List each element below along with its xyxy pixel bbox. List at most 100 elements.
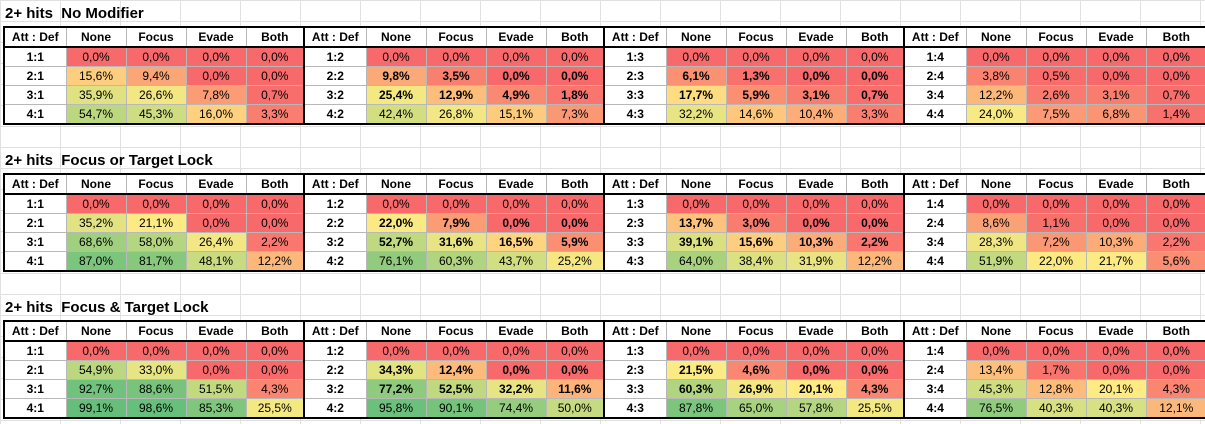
column-header-both: Both xyxy=(545,173,605,195)
probability-cell: 0,0% xyxy=(245,360,305,380)
att-def-ratio: 2:4 xyxy=(903,213,967,233)
probability-cell: 7,9% xyxy=(425,213,487,233)
probability-cell: 0,0% xyxy=(185,213,247,233)
column-header-both: Both xyxy=(245,26,305,48)
probability-cell: 1,1% xyxy=(1025,213,1087,233)
probability-cell: 0,0% xyxy=(365,340,427,361)
column-header-focus: Focus xyxy=(1025,26,1087,48)
att-def-ratio: 3:1 xyxy=(3,85,67,105)
probability-cell: 77,2% xyxy=(365,379,427,399)
probability-cell: 10,3% xyxy=(785,232,847,252)
att-def-ratio: 1:4 xyxy=(903,193,967,214)
att-def-header: Att : Def xyxy=(603,320,667,342)
probability-cell: 0,0% xyxy=(1145,66,1205,86)
probability-cell: 0,0% xyxy=(545,340,605,361)
probability-cell: 0,0% xyxy=(485,66,547,86)
att-def-header: Att : Def xyxy=(303,320,367,342)
att-def-ratio: 3:4 xyxy=(903,232,967,252)
att-def-header: Att : Def xyxy=(303,173,367,195)
att-def-ratio: 4:4 xyxy=(903,251,967,272)
probability-cell: 16,0% xyxy=(185,104,247,125)
probability-cell: 43,7% xyxy=(485,251,547,272)
att-def-ratio: 4:3 xyxy=(603,104,667,125)
probability-cell: 4,6% xyxy=(725,360,787,380)
column-header-none: None xyxy=(65,320,127,342)
table-row: 3:1 92,7% 88,6% 51,5% 4,3% 3:2 77,2% 52,5% 32,2%… xyxy=(3,379,1205,399)
probability-cell: 12,9% xyxy=(425,85,487,105)
att-def-ratio: 2:3 xyxy=(603,66,667,86)
column-header-focus: Focus xyxy=(1025,173,1087,195)
column-header-none: None xyxy=(365,26,427,48)
probability-cell: 52,5% xyxy=(425,379,487,399)
att-def-ratio: 4:3 xyxy=(603,251,667,272)
probability-cell: 87,0% xyxy=(65,251,127,272)
att-def-ratio: 3:3 xyxy=(603,379,667,399)
probability-cell: 21,5% xyxy=(665,360,727,380)
probability-cell: 2,2% xyxy=(1145,232,1205,252)
probability-cell: 0,0% xyxy=(845,193,905,214)
probability-cell: 81,7% xyxy=(125,251,187,272)
probability-cell: 99,1% xyxy=(65,398,127,419)
probability-cell: 7,5% xyxy=(1025,104,1087,125)
column-header-none: None xyxy=(365,173,427,195)
column-header-evade: Evade xyxy=(1085,320,1147,342)
att-def-ratio: 4:2 xyxy=(303,398,367,419)
probability-cell: 2,2% xyxy=(245,232,305,252)
probability-table: Att : Def None Focus Evade Both Att : Def None… xyxy=(3,320,1205,419)
table-title: 2+ hits No Modifier xyxy=(5,5,144,22)
probability-cell: 0,0% xyxy=(545,193,605,214)
att-def-header: Att : Def xyxy=(903,26,967,48)
probability-cell: 0,0% xyxy=(245,340,305,361)
column-header-none: None xyxy=(965,26,1027,48)
probability-cell: 0,0% xyxy=(725,340,787,361)
att-def-ratio: 3:3 xyxy=(603,232,667,252)
table-row: 2:1 15,6% 9,4% 0,0% 0,0% 2:2 9,8% 3,5% 0,0% 0,0% 2… xyxy=(3,66,1205,86)
probability-cell: 0,0% xyxy=(125,46,187,67)
probability-cell: 0,0% xyxy=(1085,66,1147,86)
probability-cell: 25,5% xyxy=(245,398,305,419)
probability-cell: 50,0% xyxy=(545,398,605,419)
probability-cell: 4,3% xyxy=(1145,379,1205,399)
probability-cell: 0,0% xyxy=(1145,213,1205,233)
probability-cell: 0,0% xyxy=(485,193,547,214)
probability-cell: 0,0% xyxy=(365,46,427,67)
table-row: 4:1 54,7% 45,3% 16,0% 3,3% 4:2 42,4% 26,8% 15,1%… xyxy=(3,104,1205,125)
probability-cell: 1,7% xyxy=(1025,360,1087,380)
probability-table-block: 2+ hits No Modifier Att : Def None Focus Ev… xyxy=(3,0,1205,125)
probability-cell: 9,4% xyxy=(125,66,187,86)
probability-cell: 12,4% xyxy=(425,360,487,380)
att-def-ratio: 2:1 xyxy=(3,213,67,233)
column-header-both: Both xyxy=(245,173,305,195)
probability-cell: 0,0% xyxy=(785,193,847,214)
probability-cell: 22,0% xyxy=(1025,251,1087,272)
probability-cell: 28,3% xyxy=(965,232,1027,252)
att-def-ratio: 3:3 xyxy=(603,85,667,105)
probability-cell: 38,4% xyxy=(725,251,787,272)
probability-cell: 34,3% xyxy=(365,360,427,380)
probability-cell: 76,1% xyxy=(365,251,427,272)
column-header-both: Both xyxy=(1145,26,1205,48)
probability-cell: 0,0% xyxy=(785,360,847,380)
probability-cell: 0,0% xyxy=(485,340,547,361)
att-def-header: Att : Def xyxy=(903,173,967,195)
probability-table: Att : Def None Focus Evade Both Att : Def None… xyxy=(3,26,1205,125)
column-header-evade: Evade xyxy=(485,173,547,195)
probability-table-block: 2+ hits Focus or Target Lock Att : Def No… xyxy=(3,147,1205,272)
probability-cell: 0,0% xyxy=(65,193,127,214)
probability-cell: 13,4% xyxy=(965,360,1027,380)
probability-cell: 15,1% xyxy=(485,104,547,125)
probability-cell: 0,0% xyxy=(245,213,305,233)
probability-cell: 12,2% xyxy=(965,85,1027,105)
probability-cell: 0,0% xyxy=(1025,193,1087,214)
probability-cell: 52,7% xyxy=(365,232,427,252)
probability-cell: 0,0% xyxy=(1145,340,1205,361)
att-def-ratio: 3:2 xyxy=(303,85,367,105)
column-header-none: None xyxy=(65,26,127,48)
probability-cell: 0,0% xyxy=(545,66,605,86)
att-def-ratio: 2:2 xyxy=(303,360,367,380)
att-def-ratio: 1:1 xyxy=(3,193,67,214)
probability-cell: 32,2% xyxy=(665,104,727,125)
probability-cell: 1,3% xyxy=(725,66,787,86)
probability-cell: 0,0% xyxy=(1025,340,1087,361)
probability-cell: 60,3% xyxy=(425,251,487,272)
